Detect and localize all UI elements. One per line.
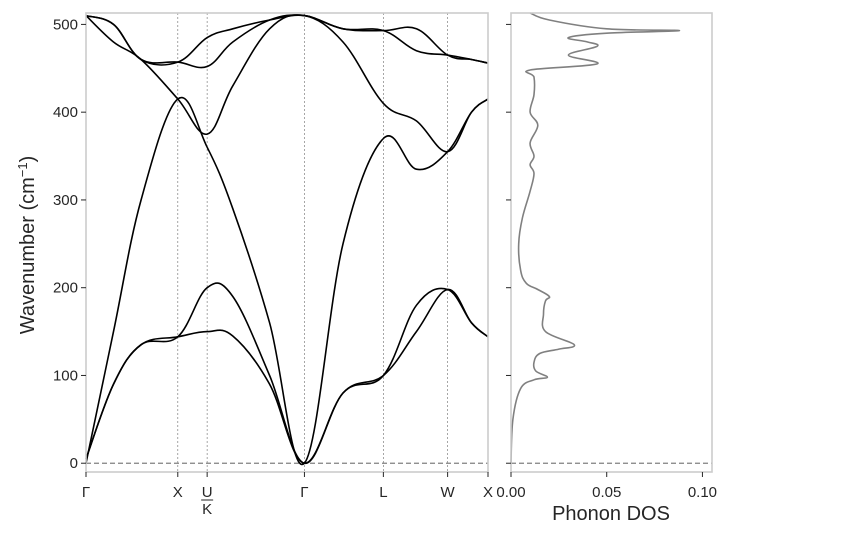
band-x-axis-ticks: Γ X UK Γ L W X bbox=[82, 472, 493, 518]
band-y-axis-ticks: 0 100 200 300 400 500 bbox=[53, 16, 86, 472]
dos-x-tick-label: 0.10 bbox=[688, 484, 717, 501]
dos-plot: 0.00 0.05 0.10 Phonon DOS bbox=[496, 12, 717, 525]
band-plot-frame bbox=[85, 12, 489, 473]
dos-line bbox=[510, 12, 681, 464]
band-x-tick-label: Γ bbox=[82, 484, 90, 501]
band-y-axis-label: Wavenumber (cm−1) bbox=[15, 156, 40, 335]
dos-x-tick-label: 0.00 bbox=[496, 484, 525, 501]
high-symmetry-gridlines bbox=[177, 13, 448, 472]
dos-x-tick-label: 0.05 bbox=[592, 484, 621, 501]
band-y-tick-label: 200 bbox=[53, 280, 78, 297]
band-line bbox=[85, 96, 489, 466]
dos-x-axis-label: Phonon DOS bbox=[552, 503, 670, 525]
dos-x-axis-ticks: 0.00 0.05 0.10 bbox=[496, 472, 717, 501]
band-line bbox=[85, 14, 489, 69]
band-x-tick-label: X bbox=[173, 484, 183, 501]
band-x-tick-label: X bbox=[483, 484, 493, 501]
band-x-tick-label: K bbox=[202, 501, 212, 518]
band-line bbox=[85, 282, 489, 464]
band-x-tick-label: Γ bbox=[300, 484, 308, 501]
phonon-bands bbox=[85, 14, 489, 466]
band-y-tick-label: 0 bbox=[70, 455, 78, 472]
band-line bbox=[85, 288, 489, 464]
dos-y-axis-ticks bbox=[506, 23, 511, 464]
band-y-tick-label: 100 bbox=[53, 367, 78, 384]
dos-plot-frame bbox=[510, 12, 713, 473]
band-y-tick-label: 400 bbox=[53, 104, 78, 121]
band-y-tick-label: 500 bbox=[53, 16, 78, 33]
band-x-tick-label: W bbox=[441, 484, 456, 501]
band-structure-plot: 0 100 200 300 400 500 Γ X UK Γ L W X Wavenumber (cm… bbox=[15, 12, 493, 518]
band-y-tick-label: 300 bbox=[53, 192, 78, 209]
dos-curve bbox=[510, 12, 681, 464]
band-x-tick-label: U bbox=[202, 484, 213, 501]
band-line bbox=[85, 14, 489, 66]
band-line bbox=[85, 14, 489, 153]
band-x-tick-label: L bbox=[379, 484, 387, 501]
